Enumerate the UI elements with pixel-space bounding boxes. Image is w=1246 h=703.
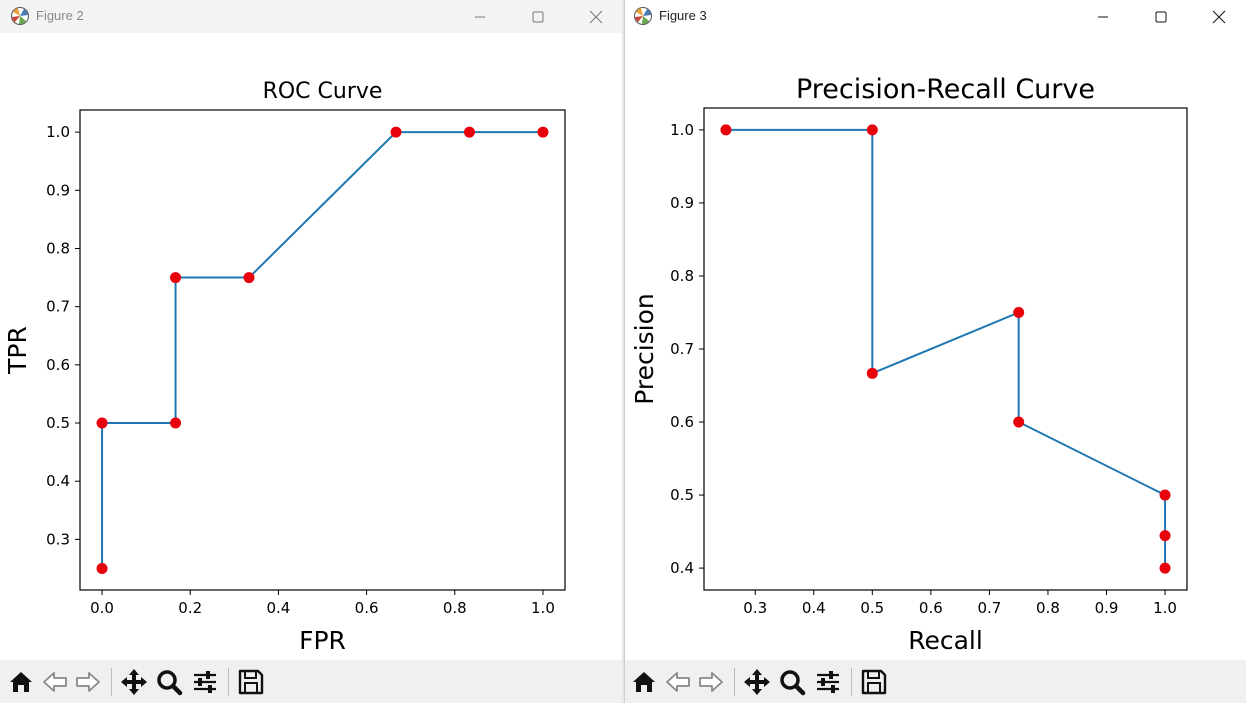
x-tick-label: 0.5 (860, 599, 884, 617)
save-icon[interactable] (237, 668, 265, 696)
zoom-icon[interactable] (155, 668, 183, 696)
figure-window-2: Figure 2 ROC Curve 0.0 0.2 0.4 0.6 0.8 1.0 0.3 0… (0, 0, 622, 703)
axes-frame (79, 109, 566, 591)
plot-canvas[interactable]: ROC Curve 0.0 0.2 0.4 0.6 0.8 1.0 0.3 0.4 0.5 0.6 0… (0, 33, 622, 660)
data-point (720, 124, 732, 136)
data-point (243, 272, 255, 284)
x-axis-label: FPR (299, 626, 346, 655)
minimize-icon (1098, 16, 1108, 17)
y-axis-label: Precision (630, 293, 659, 405)
x-tick-label: 0.4 (802, 599, 826, 617)
data-point (463, 126, 475, 138)
y-tick-label: 0.6 (670, 413, 694, 431)
close-button[interactable] (1197, 0, 1241, 33)
data-point (170, 272, 182, 284)
y-tick-label: 0.8 (46, 239, 70, 257)
y-tick-label: 0.7 (46, 298, 70, 316)
toolbar-separator (228, 668, 229, 696)
y-tick-label: 0.9 (670, 194, 694, 212)
x-axis-label: Recall (908, 626, 983, 655)
close-button[interactable] (574, 0, 618, 33)
minimize-button[interactable] (458, 0, 502, 33)
data-point (866, 124, 878, 136)
move-icon[interactable] (120, 668, 148, 696)
y-tick-label: 1.0 (670, 121, 694, 139)
figure-window-3: Figure 3 Precision-Recall Curve 0.3 0.4 0.5… (624, 0, 1246, 703)
y-tick-label: 0.5 (46, 414, 70, 432)
data-point (96, 417, 108, 429)
title-bar[interactable]: Figure 2 (0, 0, 622, 33)
data-point (1159, 530, 1171, 542)
data-point (390, 126, 402, 138)
y-axis-label: TPR (3, 326, 32, 375)
data-point (1013, 416, 1025, 428)
save-icon[interactable] (860, 668, 888, 696)
data-point (1013, 306, 1025, 318)
data-point (537, 126, 549, 138)
maximize-button[interactable] (1139, 0, 1183, 33)
y-tick-label: 1.0 (46, 123, 70, 141)
chart-title: Precision-Recall Curve (796, 74, 1095, 105)
toolbar-separator (111, 668, 112, 696)
configure-icon[interactable] (814, 668, 842, 696)
toolbar-separator (851, 668, 852, 696)
x-tick-label: 0.3 (743, 599, 767, 617)
data-point (1159, 489, 1171, 501)
data-point (96, 562, 108, 574)
x-tick-label: 0.8 (443, 599, 467, 617)
minimize-button[interactable] (1081, 0, 1125, 33)
maximize-icon (1155, 11, 1167, 22)
x-tick-label: 0.2 (178, 599, 202, 617)
home-icon[interactable] (630, 668, 658, 696)
y-tick-label: 0.5 (670, 486, 694, 504)
navigation-toolbar (625, 660, 1246, 703)
window-title: Figure 2 (36, 8, 84, 23)
x-tick-label: 0.9 (1095, 599, 1119, 617)
y-tick-label: 0.3 (46, 530, 70, 548)
data-point (1159, 562, 1171, 574)
data-point (866, 367, 878, 379)
series-line (101, 131, 543, 569)
close-icon (589, 10, 603, 23)
configure-icon[interactable] (191, 668, 219, 696)
plot-canvas[interactable]: Precision-Recall Curve 0.3 0.4 0.5 0.6 0.7 0.8… (625, 33, 1246, 660)
navigation-toolbar (0, 660, 622, 703)
matplotlib-icon (634, 7, 652, 25)
x-tick-label: 1.0 (1153, 599, 1177, 617)
back-icon[interactable] (664, 668, 692, 696)
chart-title: ROC Curve (263, 79, 383, 104)
x-tick-label: 1.0 (531, 599, 555, 617)
x-tick-label: 0.7 (977, 599, 1001, 617)
toolbar-separator (734, 668, 735, 696)
y-tick-label: 0.6 (46, 356, 70, 374)
close-icon (1212, 10, 1226, 23)
y-tick-label: 0.7 (670, 340, 694, 358)
matplotlib-icon (11, 7, 29, 25)
y-tick-label: 0.9 (46, 181, 70, 199)
back-icon[interactable] (41, 668, 69, 696)
move-icon[interactable] (743, 668, 771, 696)
axes-frame (703, 107, 1188, 591)
x-tick-label: 0.8 (1036, 599, 1060, 617)
y-tick-label: 0.4 (670, 559, 694, 577)
minimize-icon (475, 16, 485, 17)
y-tick-label: 0.8 (670, 267, 694, 285)
window-title: Figure 3 (659, 8, 707, 23)
maximize-button[interactable] (516, 0, 560, 33)
x-tick-label: 0.0 (90, 599, 114, 617)
home-icon[interactable] (7, 668, 35, 696)
title-bar[interactable]: Figure 3 (625, 0, 1246, 33)
maximize-icon (532, 11, 544, 22)
roc-chart: ROC Curve 0.0 0.2 0.4 0.6 0.8 1.0 0.3 0.4 0.5 0.6 0… (3, 79, 566, 655)
data-point (170, 417, 182, 429)
series-line (725, 128, 1167, 569)
y-tick-label: 0.4 (46, 472, 70, 490)
forward-icon[interactable] (74, 668, 102, 696)
precision-recall-chart: Precision-Recall Curve 0.3 0.4 0.5 0.6 0.7 0.8… (630, 74, 1188, 655)
x-tick-label: 0.6 (919, 599, 943, 617)
zoom-icon[interactable] (778, 668, 806, 696)
forward-icon[interactable] (697, 668, 725, 696)
x-tick-label: 0.6 (355, 599, 379, 617)
x-tick-label: 0.4 (266, 599, 290, 617)
